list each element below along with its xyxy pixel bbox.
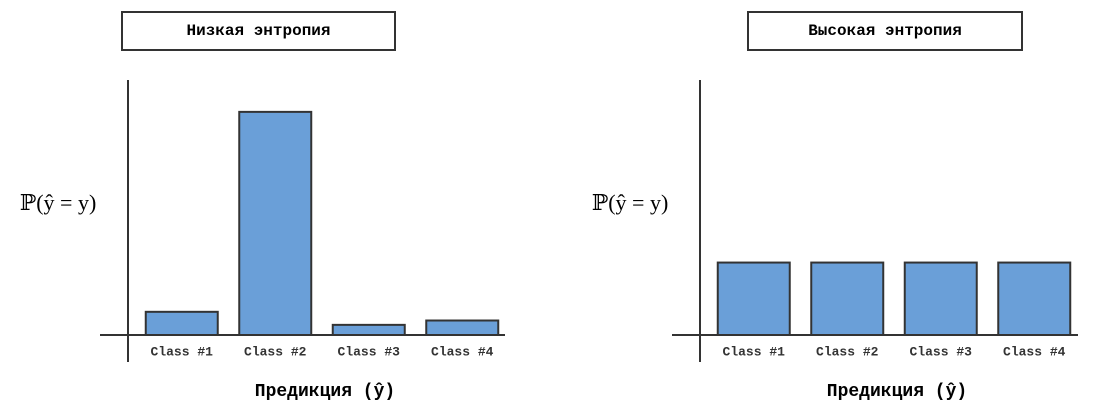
bar [331, 323, 406, 336]
title-box [747, 11, 1023, 51]
bar [997, 261, 1072, 337]
bar [716, 261, 791, 337]
y-axis-label: ℙ(ŷ = y) [20, 190, 97, 215]
title-box [121, 11, 396, 51]
x-tick-label: Class #3 [910, 344, 973, 359]
bar [144, 310, 219, 336]
bar [810, 261, 885, 337]
x-axis-label: Предикция (ŷ) [255, 382, 395, 402]
x-tick-label: Class #2 [816, 344, 879, 359]
chart-title: Низкая энтропия [186, 22, 330, 40]
bar [903, 261, 978, 337]
x-tick-label: Class #2 [244, 344, 307, 359]
chart-title: Высокая энтропия [808, 22, 962, 40]
x-tick-label: Class #4 [431, 344, 494, 359]
x-tick-label: Class #4 [1003, 344, 1066, 359]
bar [425, 319, 500, 336]
x-tick-label: Class #1 [151, 344, 214, 359]
x-axis-label: Предикция (ŷ) [827, 382, 967, 402]
x-tick-label: Class #1 [723, 344, 786, 359]
bar [238, 110, 313, 336]
x-tick-label: Class #3 [338, 344, 401, 359]
y-axis-label: ℙ(ŷ = y) [592, 190, 669, 215]
